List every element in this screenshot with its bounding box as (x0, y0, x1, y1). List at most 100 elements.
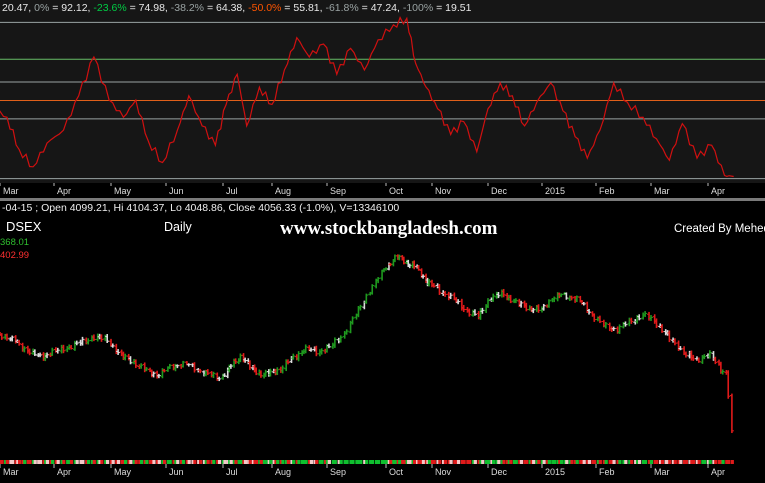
trend-strip-segment (37, 460, 41, 464)
trend-strip-segment (69, 460, 74, 464)
trend-strip-segment (695, 460, 699, 464)
trend-strip-segment (430, 460, 434, 464)
trend-strip-segment (598, 460, 602, 464)
trend-strip-segment (16, 460, 20, 464)
x-tick-label: 2015 (545, 186, 565, 196)
trend-strip-segment (573, 460, 578, 464)
x-tick-label: Mar (654, 467, 670, 477)
trend-strip-segment (374, 460, 379, 464)
trend-strip-segment (371, 460, 375, 464)
trend-strip-segment (290, 460, 294, 464)
header-part: 20.47, (2, 2, 34, 14)
trend-strip-segment (0, 460, 4, 464)
x-tick-label: Sep (330, 186, 346, 196)
price-marker-low: 402.99 (0, 250, 29, 261)
x-tick-label: Aug (275, 467, 291, 477)
trend-strip-segment (31, 460, 36, 464)
trend-strip-segment (129, 460, 133, 464)
trend-strip-segment (643, 460, 648, 464)
trend-strip-segment (172, 460, 176, 464)
trend-strip-segment (109, 460, 113, 464)
x-tick-label: Jun (169, 467, 184, 477)
trend-strip-segment (152, 460, 156, 464)
trend-strip-segment (68, 460, 72, 464)
trend-strip-segment (318, 460, 322, 464)
x-tick-label: Dec (491, 186, 508, 196)
trend-strip-segment (453, 460, 457, 464)
trend-strip-segment (714, 460, 718, 464)
trend-strip-segment (432, 460, 436, 464)
price-marker-high: 368.01 (0, 237, 29, 248)
trend-strip-segment (292, 460, 296, 464)
trend-strip-segment (163, 460, 167, 464)
trend-strip-segment (313, 460, 317, 464)
trend-strip-segment (638, 460, 642, 464)
trend-strip-segment (673, 460, 677, 464)
trend-strip-segment (523, 460, 527, 464)
trend-strip-segment (558, 460, 562, 464)
trend-strip-segment (42, 460, 46, 464)
trend-strip-segment (565, 460, 569, 464)
panel-separator (0, 198, 765, 201)
trend-strip-segment (297, 460, 301, 464)
trend-strip-segment (176, 460, 180, 464)
trend-strip-segment (481, 460, 485, 464)
trend-strip-segment (168, 460, 172, 464)
trend-strip-segment (570, 460, 574, 464)
oscillator-panel[interactable]: 20.47, 0% = 92.12, -23.6% = 74.98, -38.2… (0, 0, 765, 183)
trend-strip-segment (14, 460, 18, 464)
header-part: -50.0% (248, 2, 281, 14)
trend-strip-segment (157, 460, 161, 464)
header-part: = 64.38, (204, 2, 248, 14)
trend-strip-segment (389, 460, 393, 464)
trend-strip-segment (331, 460, 335, 464)
price-panel[interactable]: -04-15 ; Open 4099.21, Hi 4104.37, Lo 40… (0, 202, 765, 434)
symbol-label: DSEX (6, 219, 42, 234)
trend-strip-segment (447, 460, 451, 464)
trend-strip-segment (380, 460, 385, 464)
x-tick-label: Apr (57, 186, 71, 196)
trend-strip-segment (677, 460, 681, 464)
x-tick-label: Jul (226, 467, 238, 477)
trend-strip-segment (324, 460, 328, 464)
trend-strip-segment (212, 460, 216, 464)
trend-strip-segment (701, 460, 705, 464)
trend-strip-segment (284, 460, 289, 464)
trend-strip-segment (682, 460, 687, 464)
trend-strip-segment (500, 460, 504, 464)
trend-strip-segment (259, 460, 263, 464)
x-tick-label: Jun (169, 186, 184, 196)
trend-strip-segment (166, 460, 170, 464)
trend-strip-segment (624, 460, 628, 464)
trend-strip-segment (586, 460, 590, 464)
trend-strip-segment (634, 460, 638, 464)
trend-strip-segment (436, 460, 440, 464)
trend-strip-segment (556, 460, 560, 464)
x-tick-label: Oct (389, 467, 404, 477)
trend-strip-segment (703, 460, 707, 464)
trend-strip-segment (727, 460, 731, 464)
trend-strip-segment (540, 460, 544, 464)
trend-strip-segment (690, 460, 694, 464)
header-part: = 19.51 (433, 2, 471, 14)
trend-strip (0, 460, 734, 464)
trend-strip-segment (98, 460, 102, 464)
trend-strip-segment (300, 460, 305, 464)
trend-strip-segment (610, 460, 614, 464)
trend-strip-segment (234, 460, 238, 464)
trend-strip-segment (87, 460, 91, 464)
trend-strip-segment (660, 460, 665, 464)
trend-strip-segment (92, 460, 96, 464)
trend-strip-segment (264, 460, 268, 464)
trend-strip-segment (618, 460, 622, 464)
trend-strip-segment (33, 460, 37, 464)
trend-strip-segment (304, 460, 308, 464)
trend-strip-segment (187, 460, 191, 464)
trend-strip-segment (697, 460, 701, 464)
trend-strip-segment (365, 460, 369, 464)
trend-strip-segment (666, 460, 670, 464)
price-series (0, 254, 734, 434)
trend-strip-segment (528, 460, 532, 464)
trend-strip-segment (591, 460, 595, 464)
trend-strip-segment (382, 460, 387, 464)
